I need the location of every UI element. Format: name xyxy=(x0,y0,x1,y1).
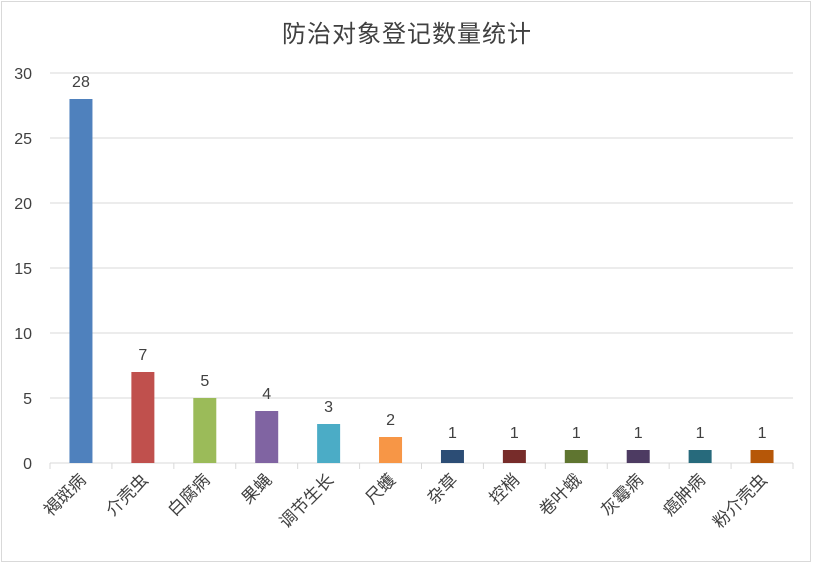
bar[interactable] xyxy=(750,450,774,463)
category-label: 杂草 xyxy=(424,470,462,508)
bar[interactable] xyxy=(255,411,279,463)
data-label: 3 xyxy=(324,399,333,416)
category-label: 尺蠖 xyxy=(362,470,400,508)
category-label: 褐斑病 xyxy=(40,470,90,520)
data-label: 1 xyxy=(510,425,519,442)
y-tick-label: 15 xyxy=(14,261,32,278)
category-label: 灰霉病 xyxy=(598,470,648,520)
y-tick-label: 0 xyxy=(23,456,32,473)
bar[interactable] xyxy=(69,99,93,463)
y-tick-label: 25 xyxy=(14,131,32,148)
y-tick-label: 10 xyxy=(14,326,32,343)
data-label: 7 xyxy=(138,347,147,364)
category-label: 粉介壳虫 xyxy=(709,470,771,532)
bar[interactable] xyxy=(131,372,155,463)
data-label: 5 xyxy=(200,373,209,390)
bar[interactable] xyxy=(317,424,341,463)
data-label: 2 xyxy=(386,412,395,429)
category-label: 卷叶蛾 xyxy=(536,470,586,520)
category-label: 白腐病 xyxy=(164,470,214,520)
category-label: 癌肿病 xyxy=(659,470,709,520)
data-label: 1 xyxy=(448,425,457,442)
category-label: 调节生长 xyxy=(276,470,338,532)
bar[interactable] xyxy=(564,450,588,463)
data-label: 1 xyxy=(572,425,581,442)
bar[interactable] xyxy=(379,437,403,463)
bar[interactable] xyxy=(440,450,464,463)
category-label: 介壳虫 xyxy=(102,470,152,520)
data-label: 1 xyxy=(696,425,705,442)
bar[interactable] xyxy=(193,398,217,463)
category-label: 果蝇 xyxy=(238,470,276,508)
bar[interactable] xyxy=(626,450,650,463)
data-label: 28 xyxy=(72,74,90,91)
y-tick-label: 5 xyxy=(23,391,32,408)
data-label: 1 xyxy=(758,425,767,442)
y-tick-label: 20 xyxy=(14,196,32,213)
bar[interactable] xyxy=(688,450,712,463)
category-label: 控梢 xyxy=(486,470,524,508)
data-label: 1 xyxy=(634,425,643,442)
data-label: 4 xyxy=(262,386,271,403)
bar[interactable] xyxy=(502,450,526,463)
chart-title: 防治对象登记数量统计 xyxy=(282,20,532,48)
y-tick-label: 30 xyxy=(14,66,32,83)
